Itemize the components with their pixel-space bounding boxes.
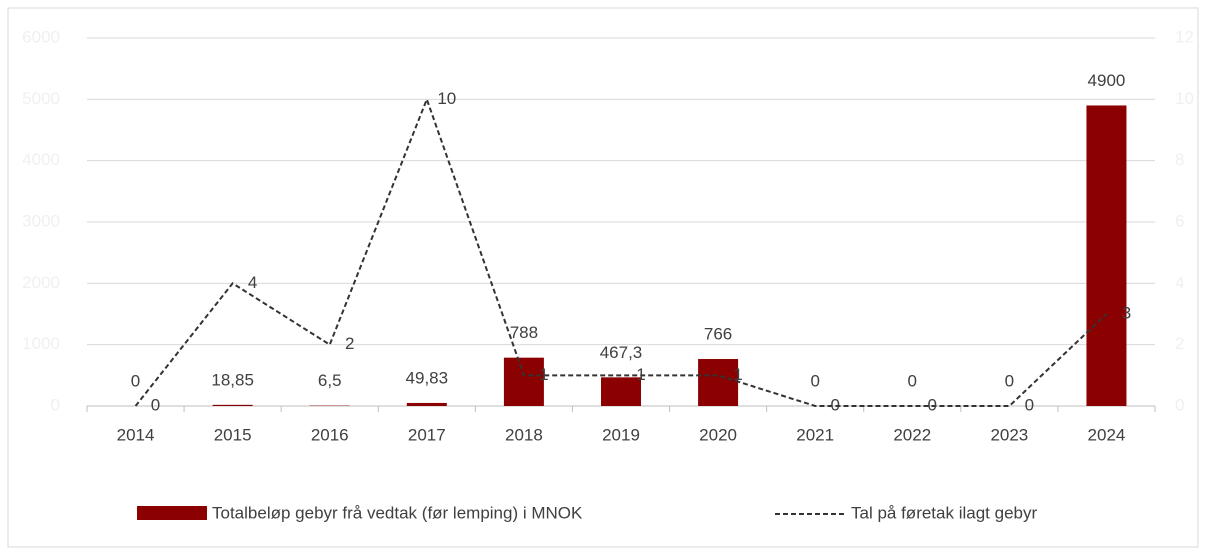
legend-swatch	[137, 506, 207, 520]
bar	[1086, 105, 1126, 406]
y2-tick-label: 0	[1175, 395, 1184, 414]
y2-tick-label: 12	[1175, 27, 1194, 46]
x-tick-label: 2018	[505, 425, 543, 444]
chart-frame	[8, 8, 1198, 547]
y-tick-label: 4000	[22, 150, 60, 169]
y-tick-label: 5000	[22, 89, 60, 108]
x-tick-label: 2023	[990, 425, 1028, 444]
bar-value-label: 467,3	[600, 343, 643, 362]
y-tick-label: 2000	[22, 273, 60, 292]
line-value-label: 1	[539, 365, 548, 384]
y2-tick-label: 8	[1175, 150, 1184, 169]
bar-value-label: 0	[908, 371, 917, 390]
x-tick-label: 2015	[214, 425, 252, 444]
y-tick-label: 1000	[22, 334, 60, 353]
bar-value-label: 18,85	[211, 370, 254, 389]
line-value-label: 0	[830, 395, 839, 414]
bar	[407, 403, 447, 406]
x-tick-label: 2022	[893, 425, 931, 444]
line-value-label: 0	[151, 395, 160, 414]
line-value-label: 0	[1025, 395, 1034, 414]
line-value-label: 1	[636, 365, 645, 384]
y-tick-label: 3000	[22, 211, 60, 230]
bar	[698, 359, 738, 406]
legend-label: Totalbeløp gebyr frå vedtak (før lemping…	[212, 503, 583, 522]
y2-tick-label: 4	[1175, 273, 1184, 292]
y2-tick-label: 10	[1175, 89, 1194, 108]
bar	[213, 405, 253, 406]
bar-value-label: 4900	[1088, 71, 1126, 90]
line-value-label: 2	[345, 334, 354, 353]
x-tick-label: 2024	[1088, 425, 1126, 444]
bar-value-label: 788	[510, 323, 538, 342]
x-tick-label: 2016	[311, 425, 349, 444]
bar-value-label: 0	[810, 371, 819, 390]
x-tick-label: 2020	[699, 425, 737, 444]
y-tick-label: 0	[51, 395, 60, 414]
x-tick-label: 2014	[117, 425, 155, 444]
bar-value-label: 0	[131, 371, 140, 390]
bar-value-label: 49,83	[406, 368, 449, 387]
line-value-label: 10	[437, 89, 456, 108]
legend-label: Tal på føretak ilagt gebyr	[851, 503, 1037, 522]
bar-value-label: 766	[704, 325, 732, 344]
line-value-label: 4	[248, 273, 257, 292]
line-value-label: 0	[928, 395, 937, 414]
bar	[601, 377, 641, 406]
x-tick-label: 2019	[602, 425, 640, 444]
x-tick-label: 2021	[796, 425, 834, 444]
y-tick-label: 6000	[22, 27, 60, 46]
bar	[504, 358, 544, 406]
bar-value-label: 0	[1005, 371, 1014, 390]
y2-tick-label: 2	[1175, 334, 1184, 353]
line-value-label: 3	[1122, 303, 1131, 322]
x-tick-label: 2017	[408, 425, 446, 444]
bar-value-label: 6,5	[318, 371, 342, 390]
line-value-label: 1	[733, 365, 742, 384]
y2-tick-label: 6	[1175, 211, 1184, 230]
